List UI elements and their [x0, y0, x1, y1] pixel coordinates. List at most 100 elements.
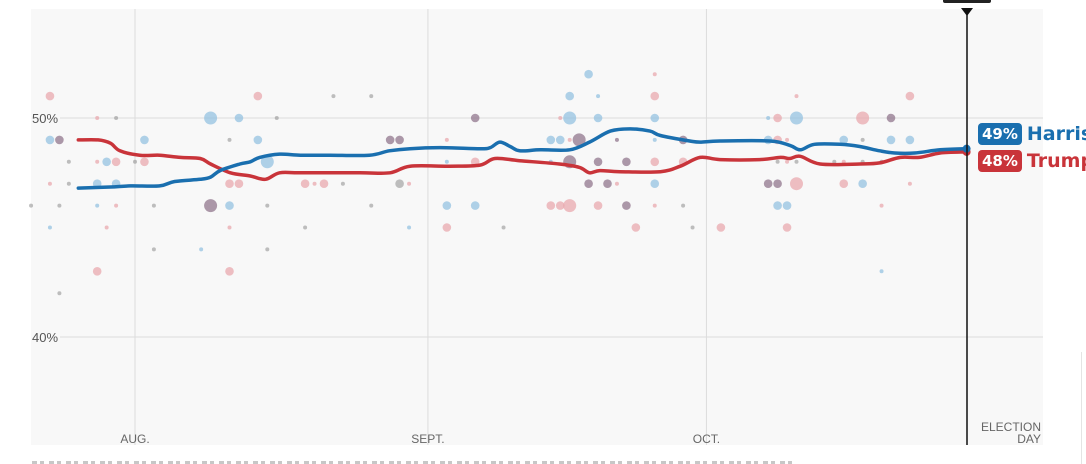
poll-dot-trump	[546, 201, 556, 210]
poll-dot-trump	[879, 203, 884, 208]
poll-dot-trump	[114, 203, 119, 208]
poll-dot-harris	[407, 225, 412, 230]
poll-dot-gray	[369, 203, 374, 208]
poll-dot-trump	[95, 159, 100, 164]
poll-dot-trump	[839, 179, 849, 188]
poll-dot-trump	[785, 137, 790, 142]
poll-dot-harris	[260, 155, 274, 169]
poll-dot-gray	[265, 203, 270, 208]
panel-border	[1081, 352, 1082, 464]
poll-dot-both	[470, 113, 480, 123]
y-axis-labels: 50% 40%	[32, 111, 58, 345]
poll-dot-trump	[140, 157, 149, 167]
poll-dot-trump	[225, 267, 234, 276]
poll-dot-both	[584, 179, 593, 188]
poll-dot-trump	[312, 181, 317, 186]
poll-dot-both	[886, 113, 896, 123]
poll-dot-harris	[596, 94, 601, 99]
poll-dot-gray	[133, 159, 137, 164]
poll-dot-gray	[265, 247, 270, 252]
election-day-label-line2: DAY	[1017, 432, 1041, 446]
poll-dot-gray	[794, 159, 799, 164]
poll-dot-gray	[681, 203, 686, 208]
cropped-date-label	[943, 0, 991, 3]
harris-end-label: 49% Harris	[978, 122, 1086, 146]
poll-dot-gray	[303, 225, 308, 230]
poll-dot-trump	[300, 179, 310, 188]
poll-dot-harris	[470, 201, 480, 210]
poll-dot-gray	[369, 94, 374, 99]
poll-dot-harris	[858, 179, 867, 188]
poll-dot-gray	[29, 203, 34, 208]
poll-dot-both	[55, 135, 64, 145]
cropped-footnote	[32, 458, 792, 464]
poll-dot-trump	[563, 199, 577, 213]
poll-dot-both	[385, 135, 395, 145]
x-tick-label: AUG.	[120, 432, 149, 446]
poll-dot-trump	[319, 179, 329, 188]
y-gridlines	[60, 117, 1043, 338]
poll-dot-trump	[593, 201, 603, 210]
poll-dot-trump	[555, 201, 565, 210]
poll-dot-trump	[782, 223, 792, 232]
poll-dot-trump	[225, 179, 234, 188]
poll-dot-trump	[907, 181, 912, 186]
poll-dot-gray	[66, 159, 71, 164]
poll-dot-both	[763, 179, 773, 188]
x-gridlines	[134, 9, 707, 445]
trump-average-line	[76, 137, 969, 182]
poll-dot-gray	[832, 159, 837, 164]
poll-dot-harris	[839, 135, 849, 145]
poll-dot-harris	[442, 201, 452, 210]
poll-dot-both	[593, 157, 603, 167]
poll-dot-trump	[716, 223, 726, 232]
poll-dot-harris	[47, 225, 52, 230]
harris-name: Harris	[1026, 123, 1086, 145]
x-tick-label: SEPT.	[411, 432, 444, 446]
poll-dot-trump	[652, 72, 657, 77]
x-axis-labels: AUG. SEPT. OCT.	[120, 432, 720, 446]
poll-dot-trump	[785, 159, 790, 164]
poll-dot-harris	[140, 135, 149, 145]
harris-average-line	[76, 127, 969, 190]
marker-triangle-icon	[961, 8, 973, 16]
poll-dot-both	[603, 179, 612, 188]
poll-dot-harris	[650, 113, 660, 123]
poll-dot-harris	[782, 201, 792, 210]
poll-dot-harris	[593, 113, 603, 123]
poll-dot-harris	[225, 201, 234, 210]
poll-dot-trump	[111, 157, 121, 167]
poll-dot-gray	[114, 116, 119, 120]
poll-dot-trump	[650, 91, 660, 101]
poll-dot-trump	[773, 113, 782, 123]
poll-dot-harris	[253, 135, 263, 145]
poll-dot-trump	[652, 203, 657, 208]
poll-dot-both	[572, 133, 586, 147]
poll-dot-trump	[905, 91, 915, 101]
poll-dot-trump	[253, 91, 263, 101]
poll-dot-harris	[879, 269, 884, 274]
poll-dot-gray	[775, 159, 780, 164]
poll-dot-trump	[794, 94, 799, 99]
poll-dot-gray	[274, 116, 279, 120]
trump-name: Trump	[1026, 150, 1086, 172]
x-tick-label: OCT.	[693, 432, 720, 446]
poll-dot-trump	[442, 223, 452, 232]
poll-dot-harris	[565, 91, 574, 101]
poll-dot-trump	[407, 181, 412, 186]
poll-dot-both	[395, 135, 404, 145]
poll-dot-gray	[331, 94, 336, 99]
poll-dot-gray	[151, 203, 156, 208]
poll-dot-both	[204, 199, 218, 213]
poll-dot-trump	[567, 137, 572, 142]
poll-dot-harris	[102, 157, 111, 167]
poll-dot-gray	[57, 291, 62, 296]
poll-dot-gray	[151, 247, 156, 252]
poll-dot-gray	[57, 203, 62, 208]
election-day-marker: ELECTION DAY	[961, 8, 1041, 446]
poll-dot-trump	[558, 116, 563, 120]
poll-dot-harris	[555, 135, 565, 145]
poll-dot-trump	[227, 225, 232, 230]
poll-dot-harris	[584, 69, 593, 79]
